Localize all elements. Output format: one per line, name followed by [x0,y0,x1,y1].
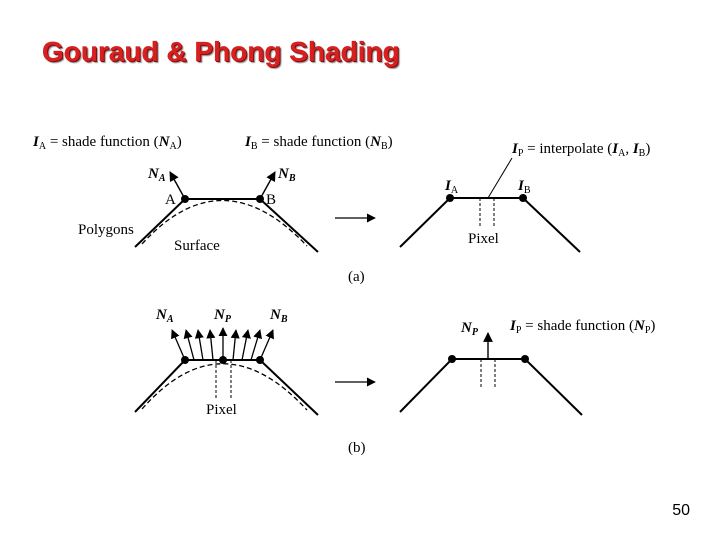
eq-ip-interpolate: IP = interpolate (IA, IB) [511,141,650,159]
surface-curve-b [141,363,308,411]
page-number: 50 [672,502,690,519]
label-nb-a: NB [277,166,296,184]
label-np-right: NP [460,320,479,338]
leader-line-ip [487,157,513,199]
vertex-ib [519,194,527,202]
caption-a: (a) [348,269,365,285]
eq-ip-shade: IP = shade function (NP) [509,318,655,336]
label-surface: Surface [174,238,220,254]
vertex-b-right-left [448,355,456,363]
normal-arrow-4 [230,329,240,361]
caption-b: (b) [348,440,366,456]
label-na-a: NA [147,166,166,184]
normal-arrow-a [169,171,186,200]
vertex-b-right-right [521,355,529,363]
eq-ib-shade: IB = shade function (NB) [244,134,393,152]
label-polygons: Polygons [78,222,134,238]
label-na-b: NA [155,307,174,325]
vertex-ia [446,194,454,202]
label-nb-b: NB [269,307,288,325]
label-ia: IA [444,178,459,196]
normal-arrow-nb-b [259,329,274,361]
interpolated-normals [171,327,274,361]
normal-arrow-na-b [171,329,186,361]
normal-arrow-5 [241,329,251,361]
slide-title: Gouraud & Phong Shading [42,36,400,67]
polygon-edges-a [134,198,319,253]
normal-arrow-b [259,171,276,200]
label-pixel-a: Pixel [468,231,499,247]
label-point-b: B [266,192,276,208]
normal-arrow-2 [194,329,204,361]
label-point-a: A [165,192,176,208]
normal-arrow-1 [183,329,195,361]
normal-arrow-6 [250,329,263,361]
surface-curve-a [141,199,308,247]
label-pixel-b: Pixel [206,402,237,418]
normal-arrow-3 [206,329,216,361]
label-np-b: NP [213,307,232,325]
polygon-edges-a-right [399,197,581,253]
eq-ia-shade: IA = shade function (NA) [32,134,182,152]
polygon-edges-b-right [399,358,583,416]
label-ib: IB [517,178,531,196]
